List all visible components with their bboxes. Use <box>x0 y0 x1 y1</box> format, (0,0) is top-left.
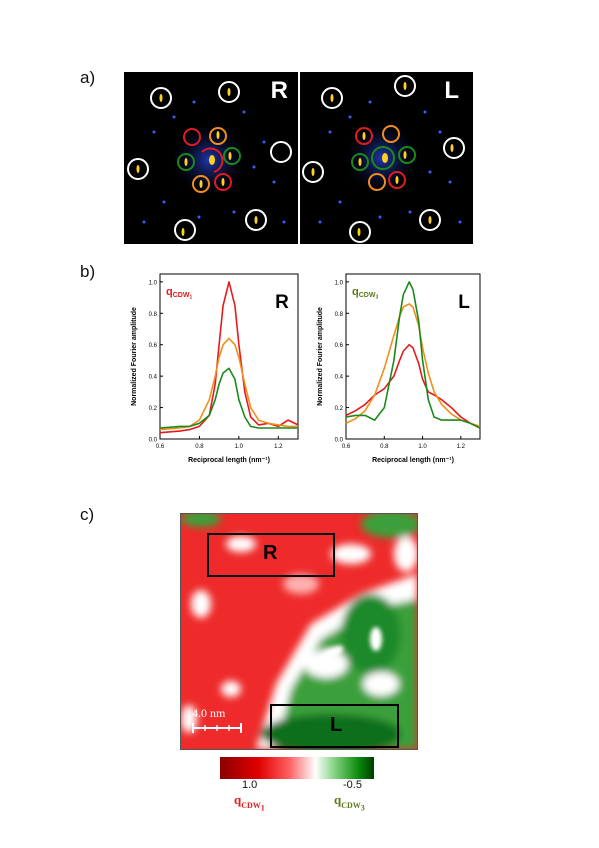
series-line-2 <box>159 367 298 429</box>
y-tick-label: 0.4 <box>149 375 158 381</box>
x-tick-label: 0.6 <box>342 444 351 450</box>
fft-l-pattern <box>302 75 465 243</box>
scale-bar-ticks <box>192 723 242 733</box>
scale-bar-label: 4.0 nm <box>192 706 226 720</box>
x-tick-label: 0.8 <box>195 444 204 450</box>
fft-r-tag: R <box>270 77 288 104</box>
chart-annotation: qCDW3 <box>352 286 378 301</box>
chart-r-svg: 0.0 0.2 0.4 0.6 0.8 1.0 0.6 0.8 1.0 1.2 Reciprocal… <box>131 273 299 464</box>
y-tick-label: 1.0 <box>149 280 158 286</box>
y-axis-label: Normalized Fourier amplitude <box>131 307 138 406</box>
x-tick-label: 0.6 <box>156 444 165 450</box>
y-tick-label: 0.2 <box>335 406 344 412</box>
y-tick-label: 0.0 <box>149 438 158 444</box>
panel-label-b: b) <box>80 262 96 281</box>
x-axis-label: Reciprocal length (nm⁻¹) <box>188 457 270 464</box>
fft-image-r: R <box>124 72 298 244</box>
region-l-box: L <box>270 704 399 748</box>
q-cdw3-label: qCDW3 <box>334 792 365 813</box>
colorbar-min-label: 1.0 <box>242 779 258 791</box>
x-tick-label: 1.2 <box>457 444 466 450</box>
y-tick-label: 0.0 <box>335 438 344 444</box>
chart-r: 0.0 0.2 0.4 0.6 0.8 1.0 0.6 0.8 1.0 1.2 Reciprocal… <box>124 264 300 484</box>
y-tick-label: 0.8 <box>335 312 344 318</box>
y-tick-label: 0.4 <box>335 375 344 381</box>
colorbar-max-label: -0.5 <box>343 779 362 791</box>
fft-image-l: L <box>300 72 473 244</box>
series-line-2 <box>345 281 481 429</box>
x-tick-label: 1.0 <box>235 444 244 450</box>
region-r-label: R <box>263 542 278 564</box>
chart-panel-tag: R <box>275 292 289 313</box>
cdw-map: R L <box>180 513 418 750</box>
plot-frame <box>159 273 299 440</box>
chart-panel-tag: L <box>458 292 470 313</box>
chart-l: 0.0 0.2 0.4 0.6 0.8 1.0 0.6 0.8 1.0 1.2 Reciprocal… <box>310 264 482 484</box>
chart-annotation: qCDW1 <box>166 286 192 301</box>
y-tick-label: 1.0 <box>335 280 344 286</box>
panel-label-c: c) <box>80 505 95 524</box>
x-tick-label: 0.8 <box>380 444 389 450</box>
fft-r-pattern <box>127 81 292 241</box>
chart-l-svg: 0.0 0.2 0.4 0.6 0.8 1.0 0.6 0.8 1.0 1.2 Reciprocal… <box>317 273 481 464</box>
y-axis-label: Normalized Fourier amplitude <box>317 307 324 406</box>
q-cdw1-label: qCDW1 <box>234 792 265 813</box>
y-tick-label: 0.8 <box>149 312 158 318</box>
y-tick-label: 0.6 <box>149 343 158 349</box>
series-line-1 <box>345 303 481 428</box>
x-axis-label: Reciprocal length (nm⁻¹) <box>372 457 454 464</box>
region-l-label: L <box>330 714 343 736</box>
y-tick-label: 0.6 <box>335 343 344 349</box>
scale-bar: 4.0 nm <box>192 706 244 733</box>
bragg-circle <box>218 81 240 103</box>
plot-frame <box>345 273 481 440</box>
x-tick-label: 1.0 <box>418 444 427 450</box>
fft-l-tag: L <box>444 77 459 104</box>
panel-label-a: a) <box>80 68 96 87</box>
region-r-box: R <box>207 533 335 577</box>
y-tick-label: 0.2 <box>149 406 158 412</box>
x-tick-label: 1.2 <box>274 444 283 450</box>
colorbar <box>220 757 374 779</box>
series-line-1 <box>159 337 298 431</box>
